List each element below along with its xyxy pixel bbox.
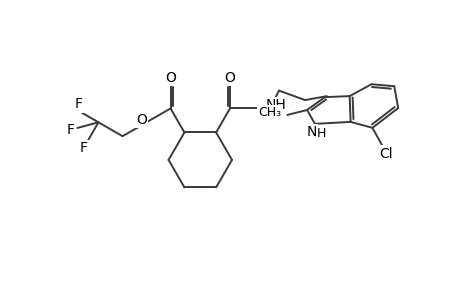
Text: F: F [79,141,87,155]
Text: Cl: Cl [379,147,392,160]
Text: NH: NH [265,98,286,112]
Text: O: O [136,113,147,127]
Text: H: H [317,127,326,140]
Text: O: O [165,71,176,85]
Text: O: O [224,71,235,85]
Text: N: N [306,125,317,139]
Text: F: F [67,123,74,137]
Text: CH₃: CH₃ [257,106,280,119]
Text: F: F [74,98,83,112]
